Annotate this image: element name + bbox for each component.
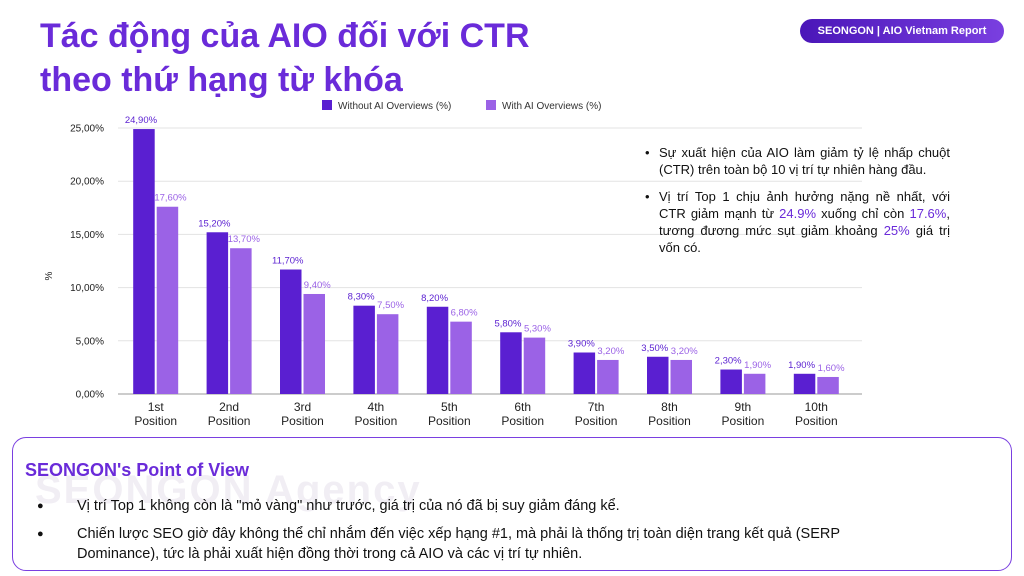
bar — [500, 332, 522, 394]
legend-label: Without AI Overviews (%) — [338, 101, 451, 112]
data-label: 11,70% — [272, 256, 304, 267]
data-label: 5,80% — [494, 318, 521, 329]
bar — [720, 369, 742, 394]
bar — [426, 306, 449, 394]
y-tick-label: 20,00% — [70, 177, 104, 188]
x-tick-label: 2nd — [219, 400, 239, 414]
legend-label: With AI Overviews (%) — [502, 101, 601, 112]
x-tick-label: Position — [355, 414, 398, 428]
data-label: 8,30% — [348, 292, 375, 303]
x-tick-label: 10th — [805, 400, 828, 414]
bar — [647, 356, 669, 394]
x-tick-label: Position — [134, 414, 177, 428]
bar — [303, 293, 325, 394]
bar — [133, 129, 155, 394]
x-tick-label: Position — [208, 414, 251, 428]
bar — [670, 359, 692, 394]
bar — [230, 248, 252, 394]
highlight-value: 25% — [883, 223, 910, 238]
x-tick-label: 1st — [148, 400, 165, 414]
x-tick-label: 7th — [588, 400, 605, 414]
list-item: Vị trí Top 1 không còn là "mỏ vàng" như … — [35, 496, 895, 516]
y-axis-label: % — [44, 271, 55, 280]
data-label: 1,90% — [744, 360, 771, 371]
insight-notes: Sự xuất hiện của AIO làm giảm tỷ lệ nhấp… — [645, 144, 950, 266]
bar — [353, 305, 375, 394]
highlight-value: 17.6% — [909, 206, 947, 221]
data-label: 3,20% — [597, 346, 624, 357]
page-title-line1: Tác động của AIO đối với CTR — [40, 17, 530, 55]
x-tick-label: 6th — [514, 400, 531, 414]
data-label: 5,30% — [524, 324, 551, 335]
y-tick-label: 25,00% — [70, 124, 104, 135]
data-label: 9,40% — [304, 280, 331, 291]
data-label: 1,60% — [818, 363, 845, 374]
page-title-line2: theo thứ hạng từ khóa — [40, 61, 403, 99]
bar — [523, 337, 546, 394]
data-label: 8,20% — [421, 293, 448, 304]
x-tick-label: Position — [501, 414, 544, 428]
bar — [597, 359, 619, 394]
data-label: 7,50% — [377, 300, 404, 311]
insight-note: Vị trí Top 1 chịu ảnh hưởng nặng nề nhất… — [645, 188, 950, 256]
data-label: 3,20% — [671, 346, 698, 357]
ctr-bar-chart: 0,00% 5,00% 10,00% 15,00% 20,00% 25,00%% 24,90… — [44, 100, 862, 428]
insight-note-text: xuống chỉ còn — [816, 206, 910, 221]
data-label: 3,90% — [568, 339, 595, 350]
x-tick-label: Position — [648, 414, 691, 428]
data-label: 24,90% — [125, 115, 158, 126]
bar — [573, 352, 596, 394]
y-tick-label: 15,00% — [70, 230, 104, 241]
x-tick-label: Position — [575, 414, 618, 428]
page-title: Tác động của AIO đối với CTR theo thứ hạ… — [40, 14, 640, 102]
insight-note-text: , tương đương mức sụt giảm khoảng — [659, 206, 950, 238]
y-tick-label: 10,00% — [70, 283, 104, 294]
bar — [450, 321, 472, 394]
insight-note-text: Sự xuất hiện của AIO làm giảm tỷ lệ nhấp… — [659, 145, 950, 177]
report-badge: SEONGON | AIO Vietnam Report — [800, 19, 1004, 43]
bar — [793, 373, 816, 394]
x-tick-label: 8th — [661, 400, 678, 414]
data-label: 17,60% — [154, 193, 187, 204]
highlight-value: 24.9% — [779, 206, 817, 221]
bar — [280, 269, 302, 394]
list-item: Chiến lược SEO giờ đây không thể chỉ nhắ… — [35, 524, 895, 564]
point-of-view-title: SEONGON's Point of View — [25, 460, 249, 480]
data-label: 15,20% — [198, 218, 231, 229]
x-tick-label: 9th — [735, 400, 752, 414]
x-tick-label: Position — [428, 414, 471, 428]
legend-swatch — [322, 100, 332, 110]
bar — [206, 232, 229, 394]
x-tick-label: 5th — [441, 400, 458, 414]
point-of-view-box: SEONGON Agency SEONGON's Point of View V… — [12, 437, 1012, 571]
x-tick-label: 3rd — [294, 400, 311, 414]
legend-swatch — [486, 100, 496, 110]
bar — [376, 314, 399, 394]
x-tick-label: Position — [722, 414, 765, 428]
x-tick-label: Position — [281, 414, 324, 428]
bar — [156, 206, 179, 394]
y-tick-label: 5,00% — [76, 336, 104, 347]
bar — [743, 373, 766, 394]
insight-note-text: Vị trí Top 1 chịu ảnh hưởng nặng nề nhất… — [659, 189, 950, 221]
data-label: 1,90% — [788, 360, 815, 371]
insight-note: Sự xuất hiện của AIO làm giảm tỷ lệ nhấp… — [645, 144, 950, 178]
data-label: 6,80% — [451, 308, 478, 319]
data-label: 13,70% — [228, 234, 261, 245]
bar — [817, 376, 839, 394]
insight-note-text: giá trị vốn có. — [659, 223, 951, 255]
x-tick-label: Position — [795, 414, 838, 428]
y-tick-label: 0,00% — [76, 390, 104, 401]
data-label: 2,30% — [715, 356, 742, 367]
point-of-view-list: Vị trí Top 1 không còn là "mỏ vàng" như … — [35, 496, 895, 570]
x-tick-label: 4th — [368, 400, 385, 414]
data-label: 3,50% — [641, 343, 668, 354]
